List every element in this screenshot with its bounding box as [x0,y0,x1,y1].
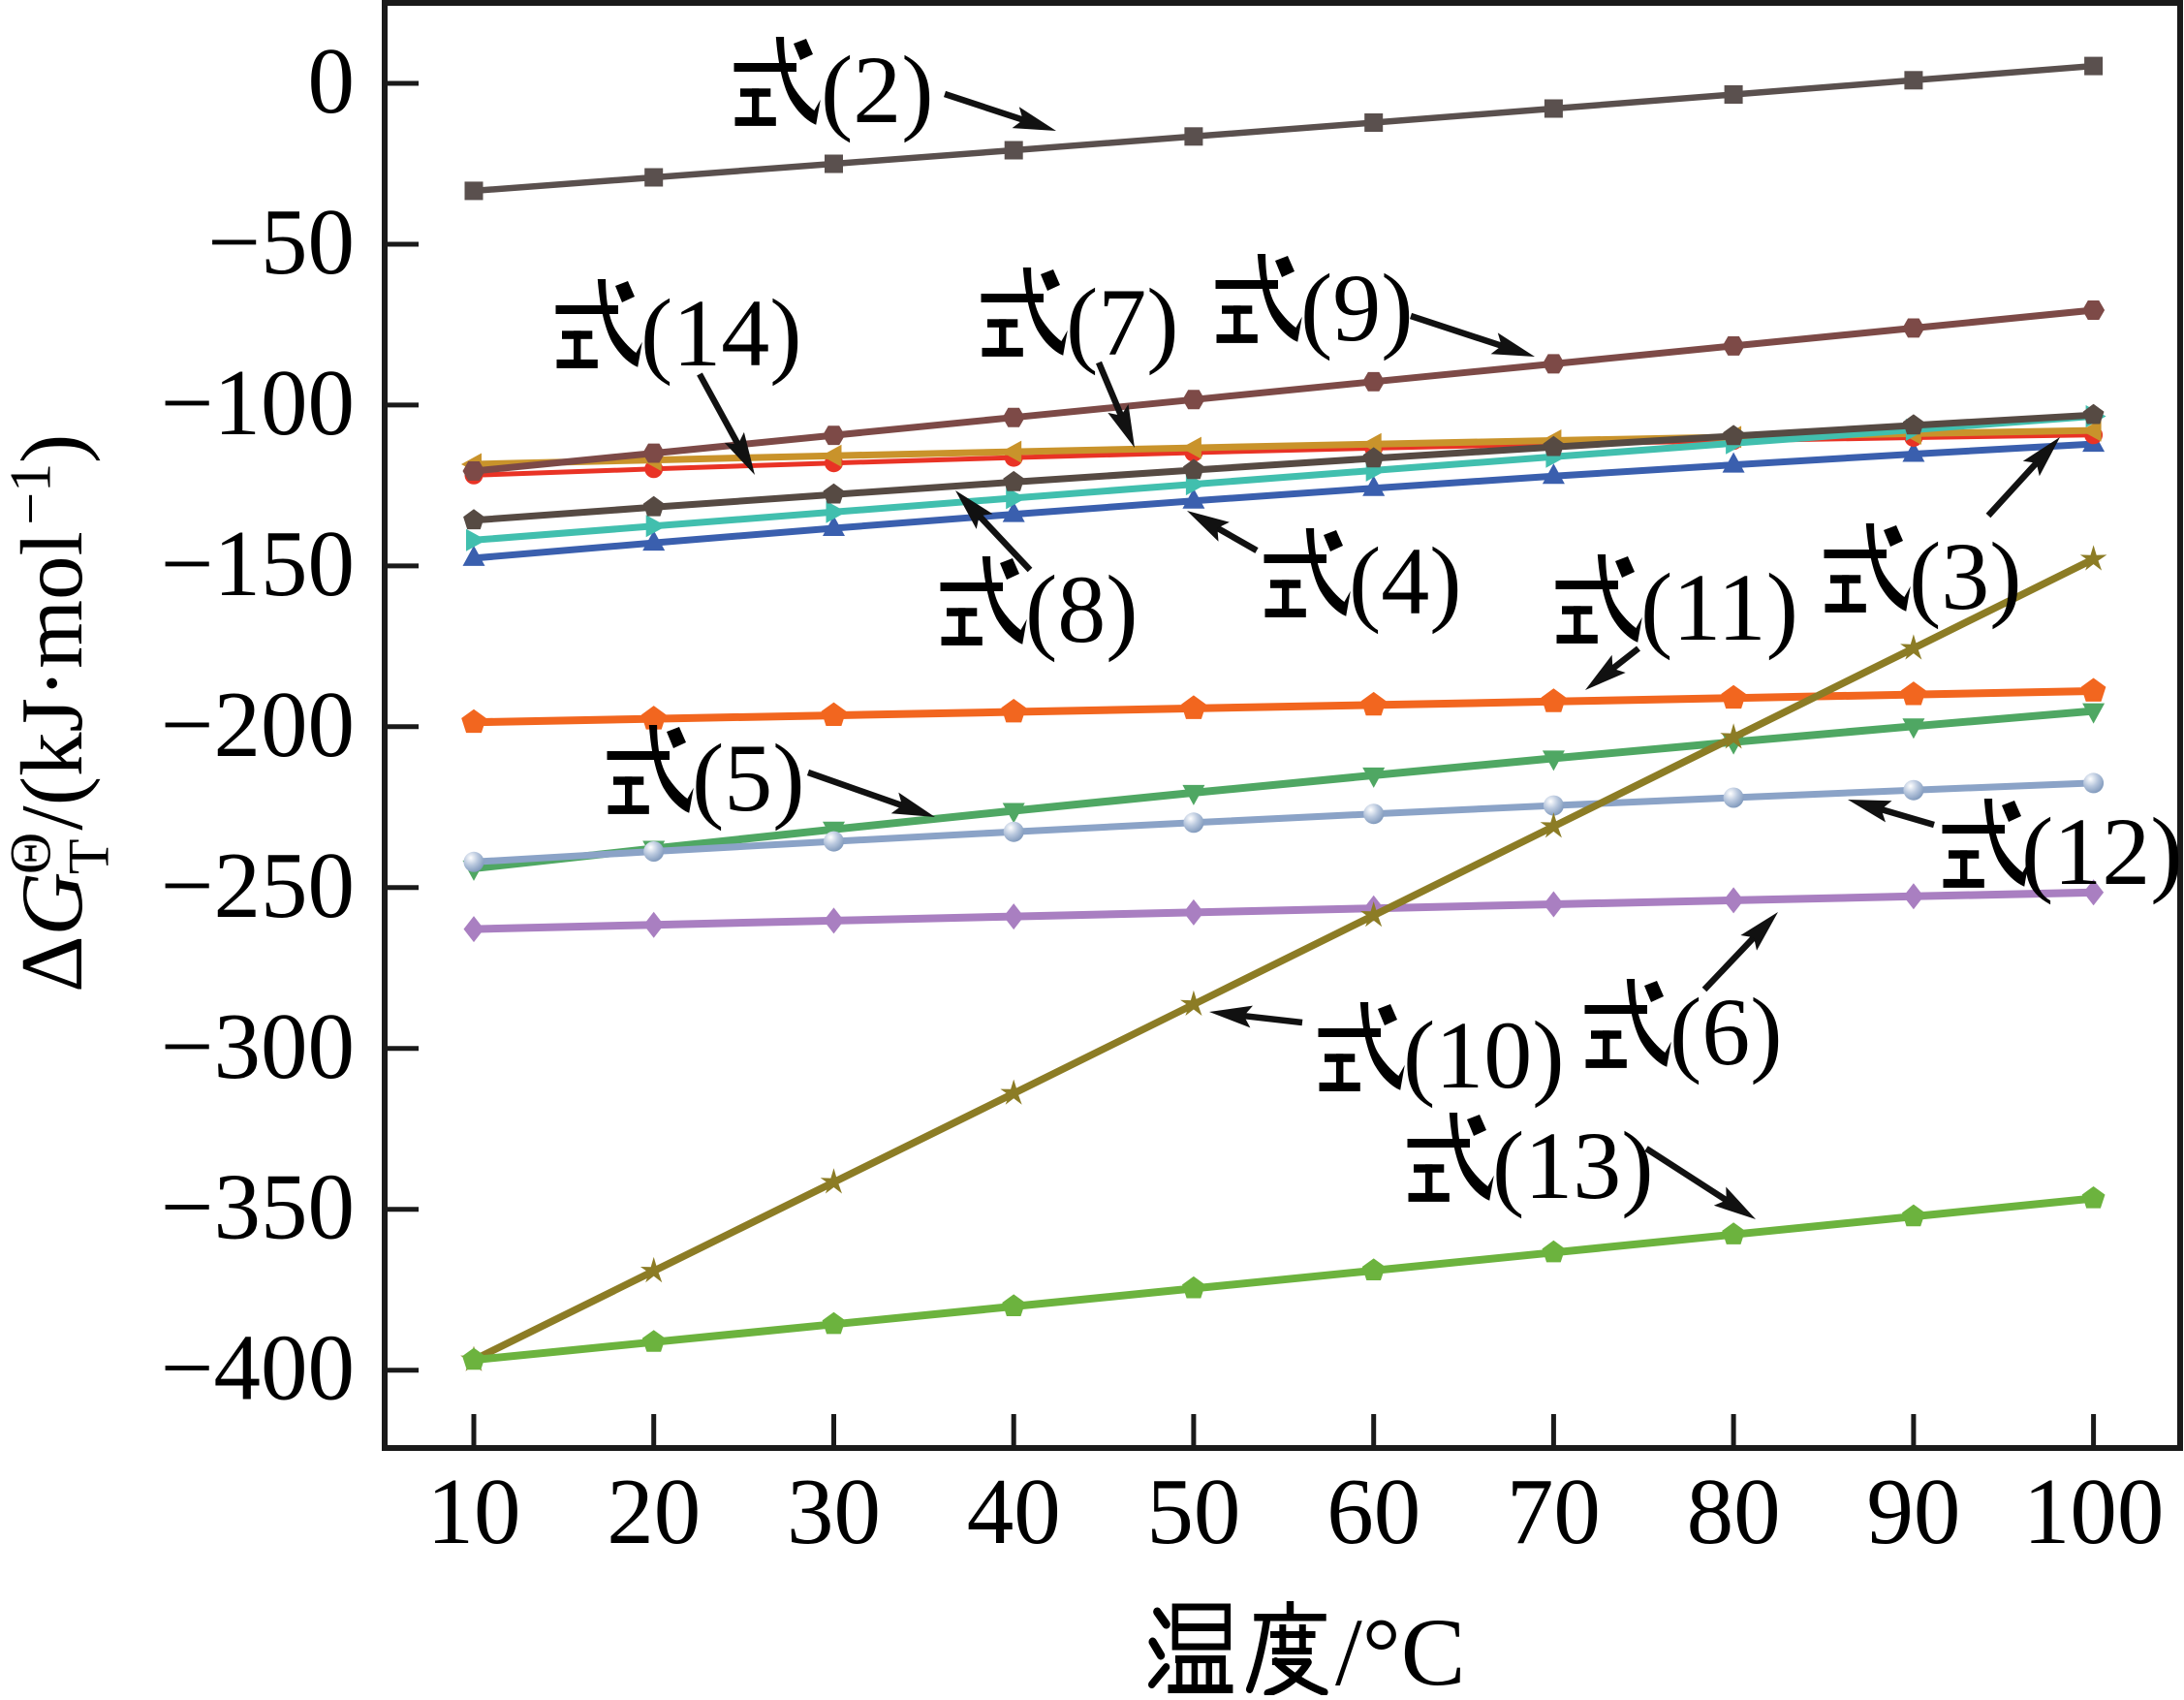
svg-text:0: 0 [308,29,356,133]
svg-text:(3): (3) [1909,522,2022,630]
svg-text:−300: −300 [161,994,355,1098]
svg-text:−100: −100 [161,351,355,455]
svg-text:(12): (12) [2021,798,2183,905]
svg-text:T: T [55,838,120,874]
svg-text:90: 90 [1866,1460,1960,1563]
svg-text:−250: −250 [161,834,355,937]
svg-text:−200: −200 [161,673,355,776]
svg-text:(10): (10) [1403,1001,1565,1109]
svg-text:−350: −350 [161,1155,355,1259]
svg-text:−1: −1 [0,463,62,525]
svg-text:): ) [3,434,101,463]
svg-text:(4): (4) [1349,527,1462,635]
svg-text:(14): (14) [640,279,802,387]
svg-text:70: 70 [1507,1460,1601,1563]
svg-text:−400: −400 [161,1316,355,1420]
svg-text:−50: −50 [207,190,355,294]
svg-text:−150: −150 [161,512,355,615]
svg-text:(11): (11) [1640,553,1798,661]
svg-text:/(kJ·mol: /(kJ·mol [3,531,101,830]
svg-text:60: 60 [1326,1460,1420,1563]
svg-text:(8): (8) [1025,555,1139,663]
svg-text:10: 10 [427,1460,521,1563]
svg-text:(6): (6) [1669,978,1783,1086]
svg-text:40: 40 [967,1460,1061,1563]
svg-text:Θ: Θ [0,833,62,874]
svg-text:(7): (7) [1066,268,1179,376]
svg-text:(5): (5) [692,724,805,832]
svg-text:20: 20 [607,1460,701,1563]
svg-text:100: 100 [2023,1460,2165,1563]
svg-text:(9): (9) [1300,254,1414,362]
svg-text:30: 30 [787,1460,881,1563]
svg-text:80: 80 [1687,1460,1781,1563]
svg-text:(13): (13) [1492,1112,1654,1219]
svg-text:ΔG: ΔG [3,872,101,992]
svg-text:/°C: /°C [1335,1598,1465,1695]
svg-text:(2): (2) [821,36,934,143]
svg-text:50: 50 [1146,1460,1240,1563]
